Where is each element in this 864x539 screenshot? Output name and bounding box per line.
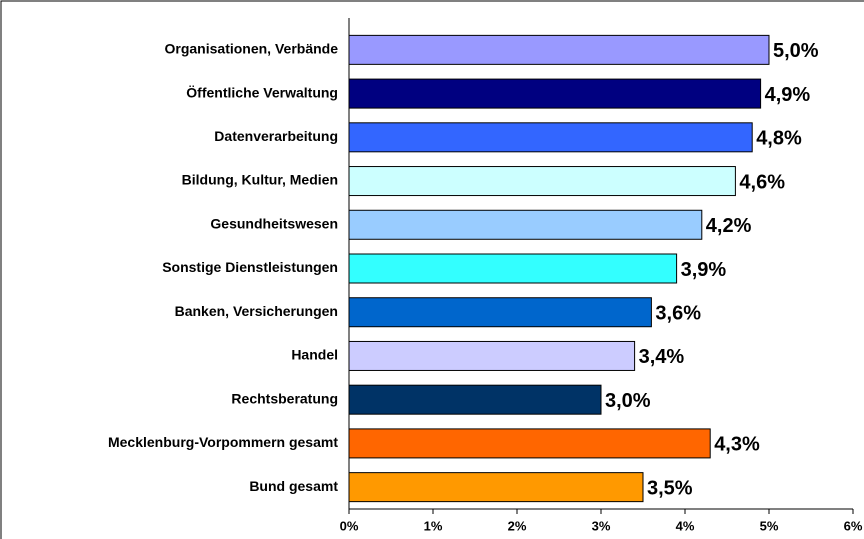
value-label: 4,2%	[706, 215, 752, 237]
y-tick-label: Rechtsberatung	[231, 390, 338, 406]
y-tick-label: Banken, Versicherungen	[175, 303, 338, 319]
x-tick-label: 3%	[592, 518, 611, 533]
value-label: 5,0%	[773, 40, 819, 62]
y-tick-label: Datenverarbeitung	[214, 128, 338, 144]
y-tick-label: Organisationen, Verbände	[165, 41, 339, 57]
y-tick-label: Öffentliche Verwaltung	[186, 84, 338, 100]
bar	[348, 122, 753, 153]
bar	[348, 384, 602, 415]
bar	[348, 78, 762, 109]
bar	[348, 166, 736, 197]
value-label: 4,8%	[756, 128, 802, 150]
bar	[348, 428, 711, 459]
bar	[348, 297, 652, 328]
value-label: 3,0%	[605, 390, 651, 412]
value-label: 3,4%	[639, 346, 685, 368]
bar	[348, 253, 678, 284]
y-tick-label: Mecklenburg-Vorpommern gesamt	[108, 434, 338, 450]
value-label: 4,9%	[765, 84, 811, 106]
y-tick-label: Handel	[291, 347, 338, 363]
y-tick-label: Sonstige Dienstleistungen	[162, 259, 338, 275]
bar	[348, 340, 636, 371]
value-label: 3,5%	[647, 477, 693, 499]
x-tick-label: 6%	[844, 518, 863, 533]
bar	[348, 34, 770, 65]
y-tick-label: Bildung, Kultur, Medien	[182, 172, 338, 188]
x-tick-label: 2%	[508, 518, 527, 533]
value-label: 4,3%	[714, 434, 760, 456]
value-label: 4,6%	[739, 171, 785, 193]
y-tick-label: Gesundheitswesen	[210, 215, 338, 231]
value-label: 3,9%	[681, 259, 727, 281]
bar	[348, 209, 703, 240]
y-tick-label: Bund gesamt	[249, 478, 338, 494]
value-label: 3,6%	[655, 303, 701, 325]
x-tick-label: 5%	[760, 518, 779, 533]
x-tick-label: 4%	[676, 518, 695, 533]
x-tick-label: 1%	[424, 518, 443, 533]
x-tick-label: 0%	[340, 518, 359, 533]
bar	[348, 472, 644, 503]
